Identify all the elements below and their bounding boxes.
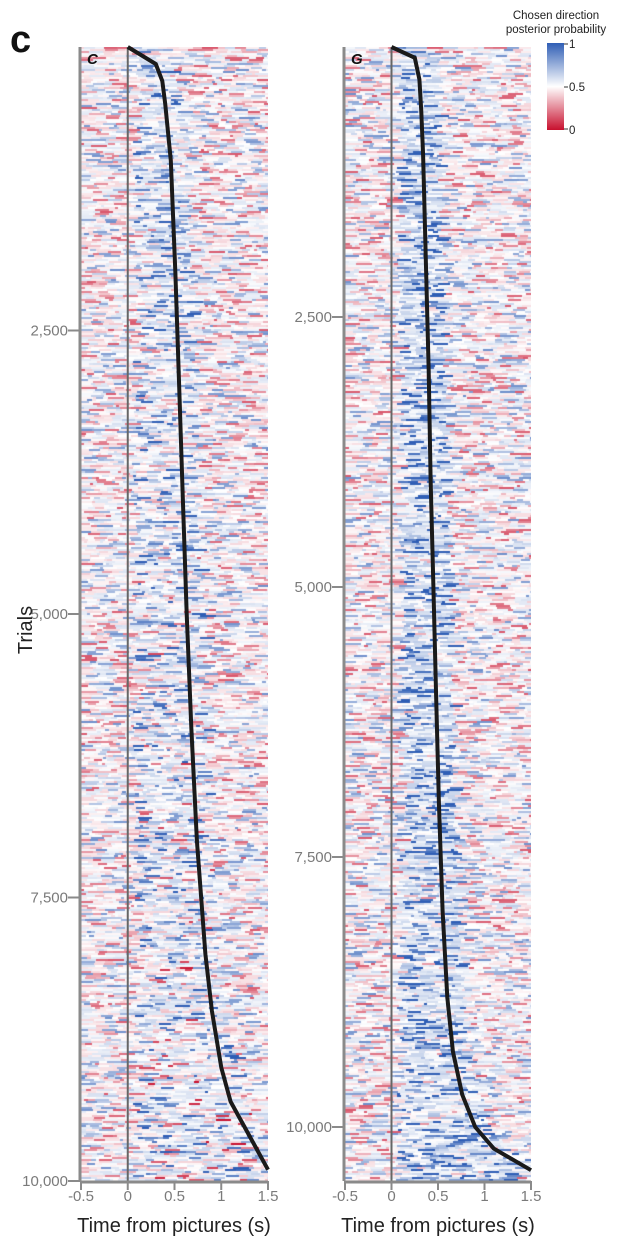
x-tick-label: 1.5	[521, 1188, 542, 1205]
x-tick-label: -0.5	[68, 1188, 94, 1205]
x-tick-label: 0	[124, 1188, 132, 1205]
x-tick-label: -0.5	[332, 1188, 358, 1205]
x-axis-c: -0.5 0 0.5 1 1.5	[68, 1180, 279, 1205]
panel-g: G 2,500 5,000 7,500 10,000 -0.5 0 0.5 1 1.5 Tim…	[286, 45, 542, 1237]
y-tick-label: 5,000	[294, 579, 332, 596]
heatmap-raster-g	[345, 47, 531, 1181]
colorbar-tick-label: 0	[569, 125, 575, 137]
y-tick-label: 7,500	[30, 890, 68, 907]
y-tick-label: 5,000	[30, 606, 68, 623]
y-axis-c: 2,500 5,000 7,500 10,000	[22, 47, 82, 1190]
colorbar-tick-label: 0.5	[569, 82, 585, 94]
y-tick-label: 10,000	[22, 1173, 68, 1190]
colorbar-gradient	[547, 43, 564, 130]
colorbar-title-line2: posterior probability	[506, 24, 607, 36]
colorbar-tick-label: 1	[569, 39, 575, 51]
panel-label-c: C	[87, 51, 99, 68]
y-axis-title: Trials	[15, 606, 37, 654]
x-axis-title-g: Time from pictures (s)	[341, 1215, 535, 1237]
panel-c: C 2,500 5,000 7,500 10,000 -0.5 0 0.5 1 1.5 Tim…	[15, 45, 279, 1237]
x-axis-g: -0.5 0 0.5 1 1.5	[332, 1180, 542, 1205]
x-tick-label: 1	[480, 1188, 488, 1205]
x-tick-label: 0.5	[428, 1188, 449, 1205]
x-axis-title-c: Time from pictures (s)	[77, 1215, 271, 1237]
y-tick-label: 10,000	[286, 1119, 332, 1136]
panel-label-g: G	[351, 51, 363, 68]
x-tick-label: 0	[387, 1188, 395, 1205]
colorbar-title-line1: Chosen direction	[513, 10, 599, 22]
heatmap-g	[345, 47, 531, 1181]
y-tick-label: 2,500	[294, 309, 332, 326]
y-axis-g: 2,500 5,000 7,500 10,000	[286, 47, 346, 1181]
y-tick-label: 7,500	[294, 849, 332, 866]
reaction-time-curve-c	[126, 45, 270, 1171]
x-tick-label: 1	[217, 1188, 225, 1205]
y-tick-label: 2,500	[30, 323, 68, 340]
x-tick-label: 0.5	[164, 1188, 185, 1205]
reaction-time-curve-g	[390, 45, 533, 1172]
x-tick-label: 1.5	[258, 1188, 279, 1205]
colorbar: Chosen direction posterior probability 1…	[506, 10, 607, 137]
figure-panel-letter: c	[10, 19, 31, 61]
